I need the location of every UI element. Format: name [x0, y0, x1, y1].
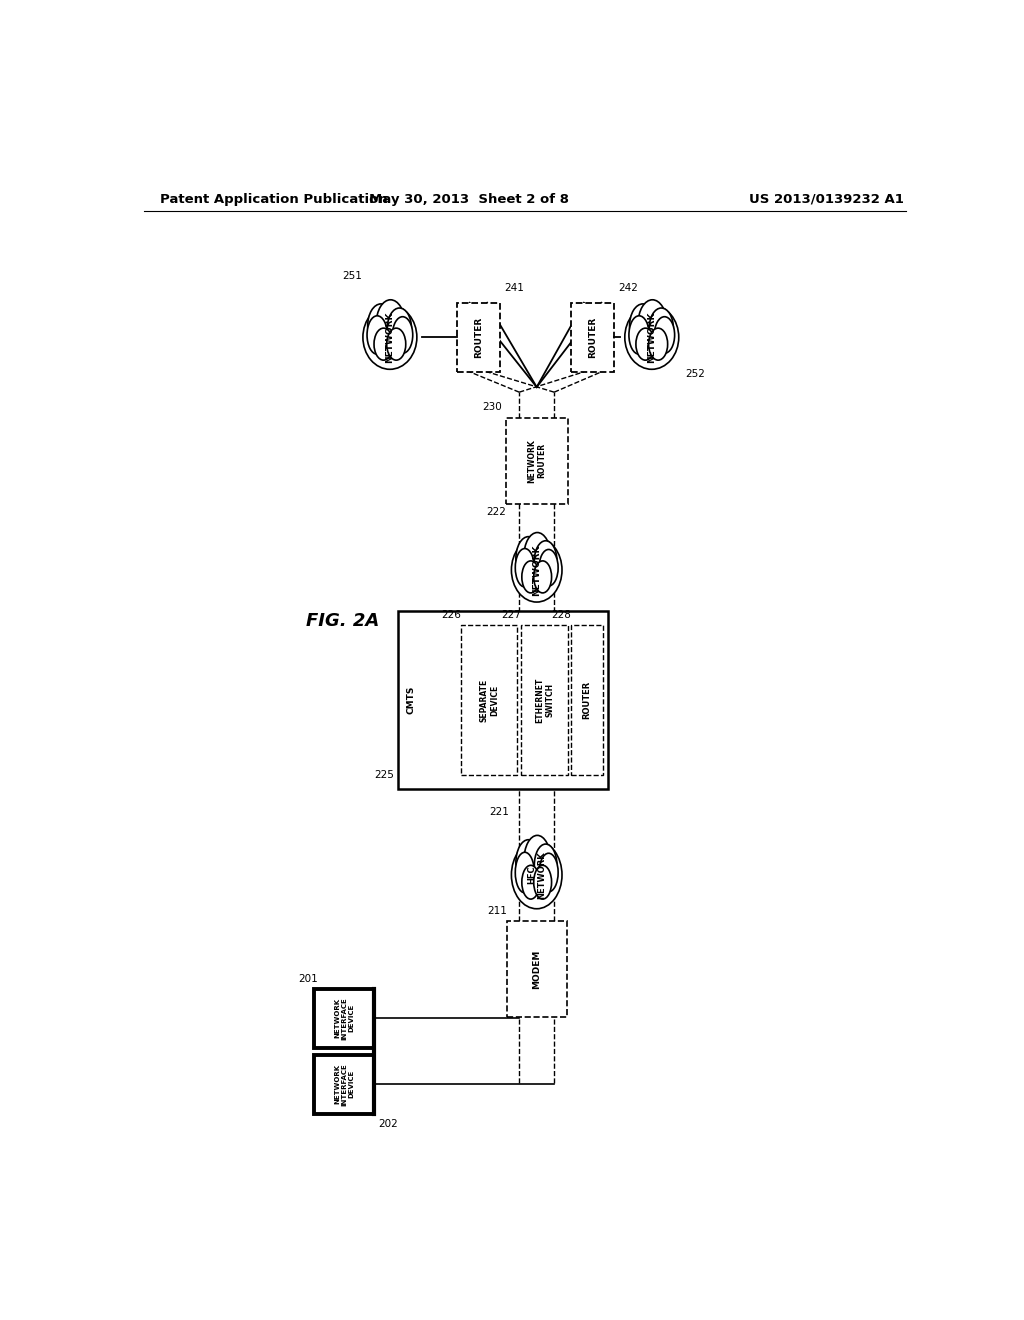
Ellipse shape — [649, 308, 674, 348]
Ellipse shape — [539, 853, 558, 892]
Ellipse shape — [368, 304, 394, 347]
FancyBboxPatch shape — [521, 624, 568, 775]
Ellipse shape — [516, 840, 541, 886]
Ellipse shape — [524, 836, 551, 886]
Ellipse shape — [362, 305, 417, 370]
Text: NETWORK: NETWORK — [647, 312, 656, 363]
Text: 211: 211 — [487, 906, 507, 916]
Text: ROUTER: ROUTER — [583, 681, 591, 719]
Text: 202: 202 — [378, 1119, 397, 1129]
Ellipse shape — [392, 317, 413, 354]
FancyBboxPatch shape — [397, 611, 608, 788]
Text: ETHERNET
SWITCH: ETHERNET SWITCH — [535, 677, 554, 723]
Ellipse shape — [629, 315, 649, 354]
Ellipse shape — [516, 537, 541, 581]
Ellipse shape — [374, 329, 393, 360]
Text: 221: 221 — [489, 807, 509, 817]
Ellipse shape — [534, 561, 552, 593]
Text: NETWORK
ROUTER: NETWORK ROUTER — [527, 440, 547, 483]
Text: MODEM: MODEM — [532, 949, 542, 989]
Ellipse shape — [535, 843, 557, 887]
Ellipse shape — [522, 561, 540, 593]
Ellipse shape — [515, 853, 535, 892]
Text: NETWORK: NETWORK — [385, 312, 394, 363]
Text: 230: 230 — [482, 403, 502, 412]
FancyBboxPatch shape — [457, 302, 500, 372]
Text: 201: 201 — [299, 974, 318, 983]
Text: 222: 222 — [486, 507, 506, 517]
FancyBboxPatch shape — [507, 921, 567, 1018]
Ellipse shape — [534, 866, 552, 899]
Text: 225: 225 — [374, 771, 394, 780]
FancyBboxPatch shape — [314, 1055, 374, 1114]
Ellipse shape — [636, 329, 655, 360]
Text: NETWORK
INTERFACE
DEVICE: NETWORK INTERFACE DEVICE — [334, 997, 354, 1040]
Ellipse shape — [630, 304, 656, 347]
Text: Patent Application Publication: Patent Application Publication — [160, 193, 387, 206]
Ellipse shape — [524, 532, 551, 579]
Ellipse shape — [625, 305, 679, 370]
FancyBboxPatch shape — [570, 302, 614, 372]
FancyBboxPatch shape — [461, 624, 517, 775]
Ellipse shape — [387, 329, 406, 360]
Text: CMTS: CMTS — [407, 685, 415, 714]
Text: 241: 241 — [504, 282, 524, 293]
Text: US 2013/0139232 A1: US 2013/0139232 A1 — [749, 193, 904, 206]
Ellipse shape — [638, 300, 667, 347]
FancyBboxPatch shape — [314, 989, 374, 1048]
Ellipse shape — [522, 866, 540, 899]
Ellipse shape — [367, 315, 387, 354]
Ellipse shape — [539, 549, 558, 586]
Ellipse shape — [654, 317, 675, 354]
Text: ROUTER: ROUTER — [588, 317, 597, 358]
Text: 251: 251 — [342, 271, 362, 281]
Text: NETWORK
INTERFACE
DEVICE: NETWORK INTERFACE DEVICE — [334, 1063, 354, 1106]
Ellipse shape — [535, 541, 557, 581]
Text: 226: 226 — [441, 610, 462, 620]
Ellipse shape — [515, 549, 535, 587]
Text: May 30, 2013  Sheet 2 of 8: May 30, 2013 Sheet 2 of 8 — [370, 193, 569, 206]
Text: 242: 242 — [618, 282, 638, 293]
Text: NETWORK: NETWORK — [532, 544, 542, 595]
Ellipse shape — [376, 300, 404, 347]
Ellipse shape — [648, 329, 668, 360]
FancyBboxPatch shape — [570, 624, 602, 775]
Text: ROUTER: ROUTER — [474, 317, 483, 358]
Ellipse shape — [387, 308, 412, 348]
FancyBboxPatch shape — [506, 417, 567, 504]
Text: FIG. 2A: FIG. 2A — [305, 612, 379, 630]
Text: HFC
NETWORK: HFC NETWORK — [527, 851, 547, 899]
Ellipse shape — [511, 841, 562, 908]
Text: 252: 252 — [685, 370, 705, 379]
Text: 227: 227 — [501, 610, 521, 620]
Ellipse shape — [511, 539, 562, 602]
Text: 228: 228 — [551, 610, 570, 620]
Text: SEPARATE
DEVICE: SEPARATE DEVICE — [479, 678, 499, 722]
